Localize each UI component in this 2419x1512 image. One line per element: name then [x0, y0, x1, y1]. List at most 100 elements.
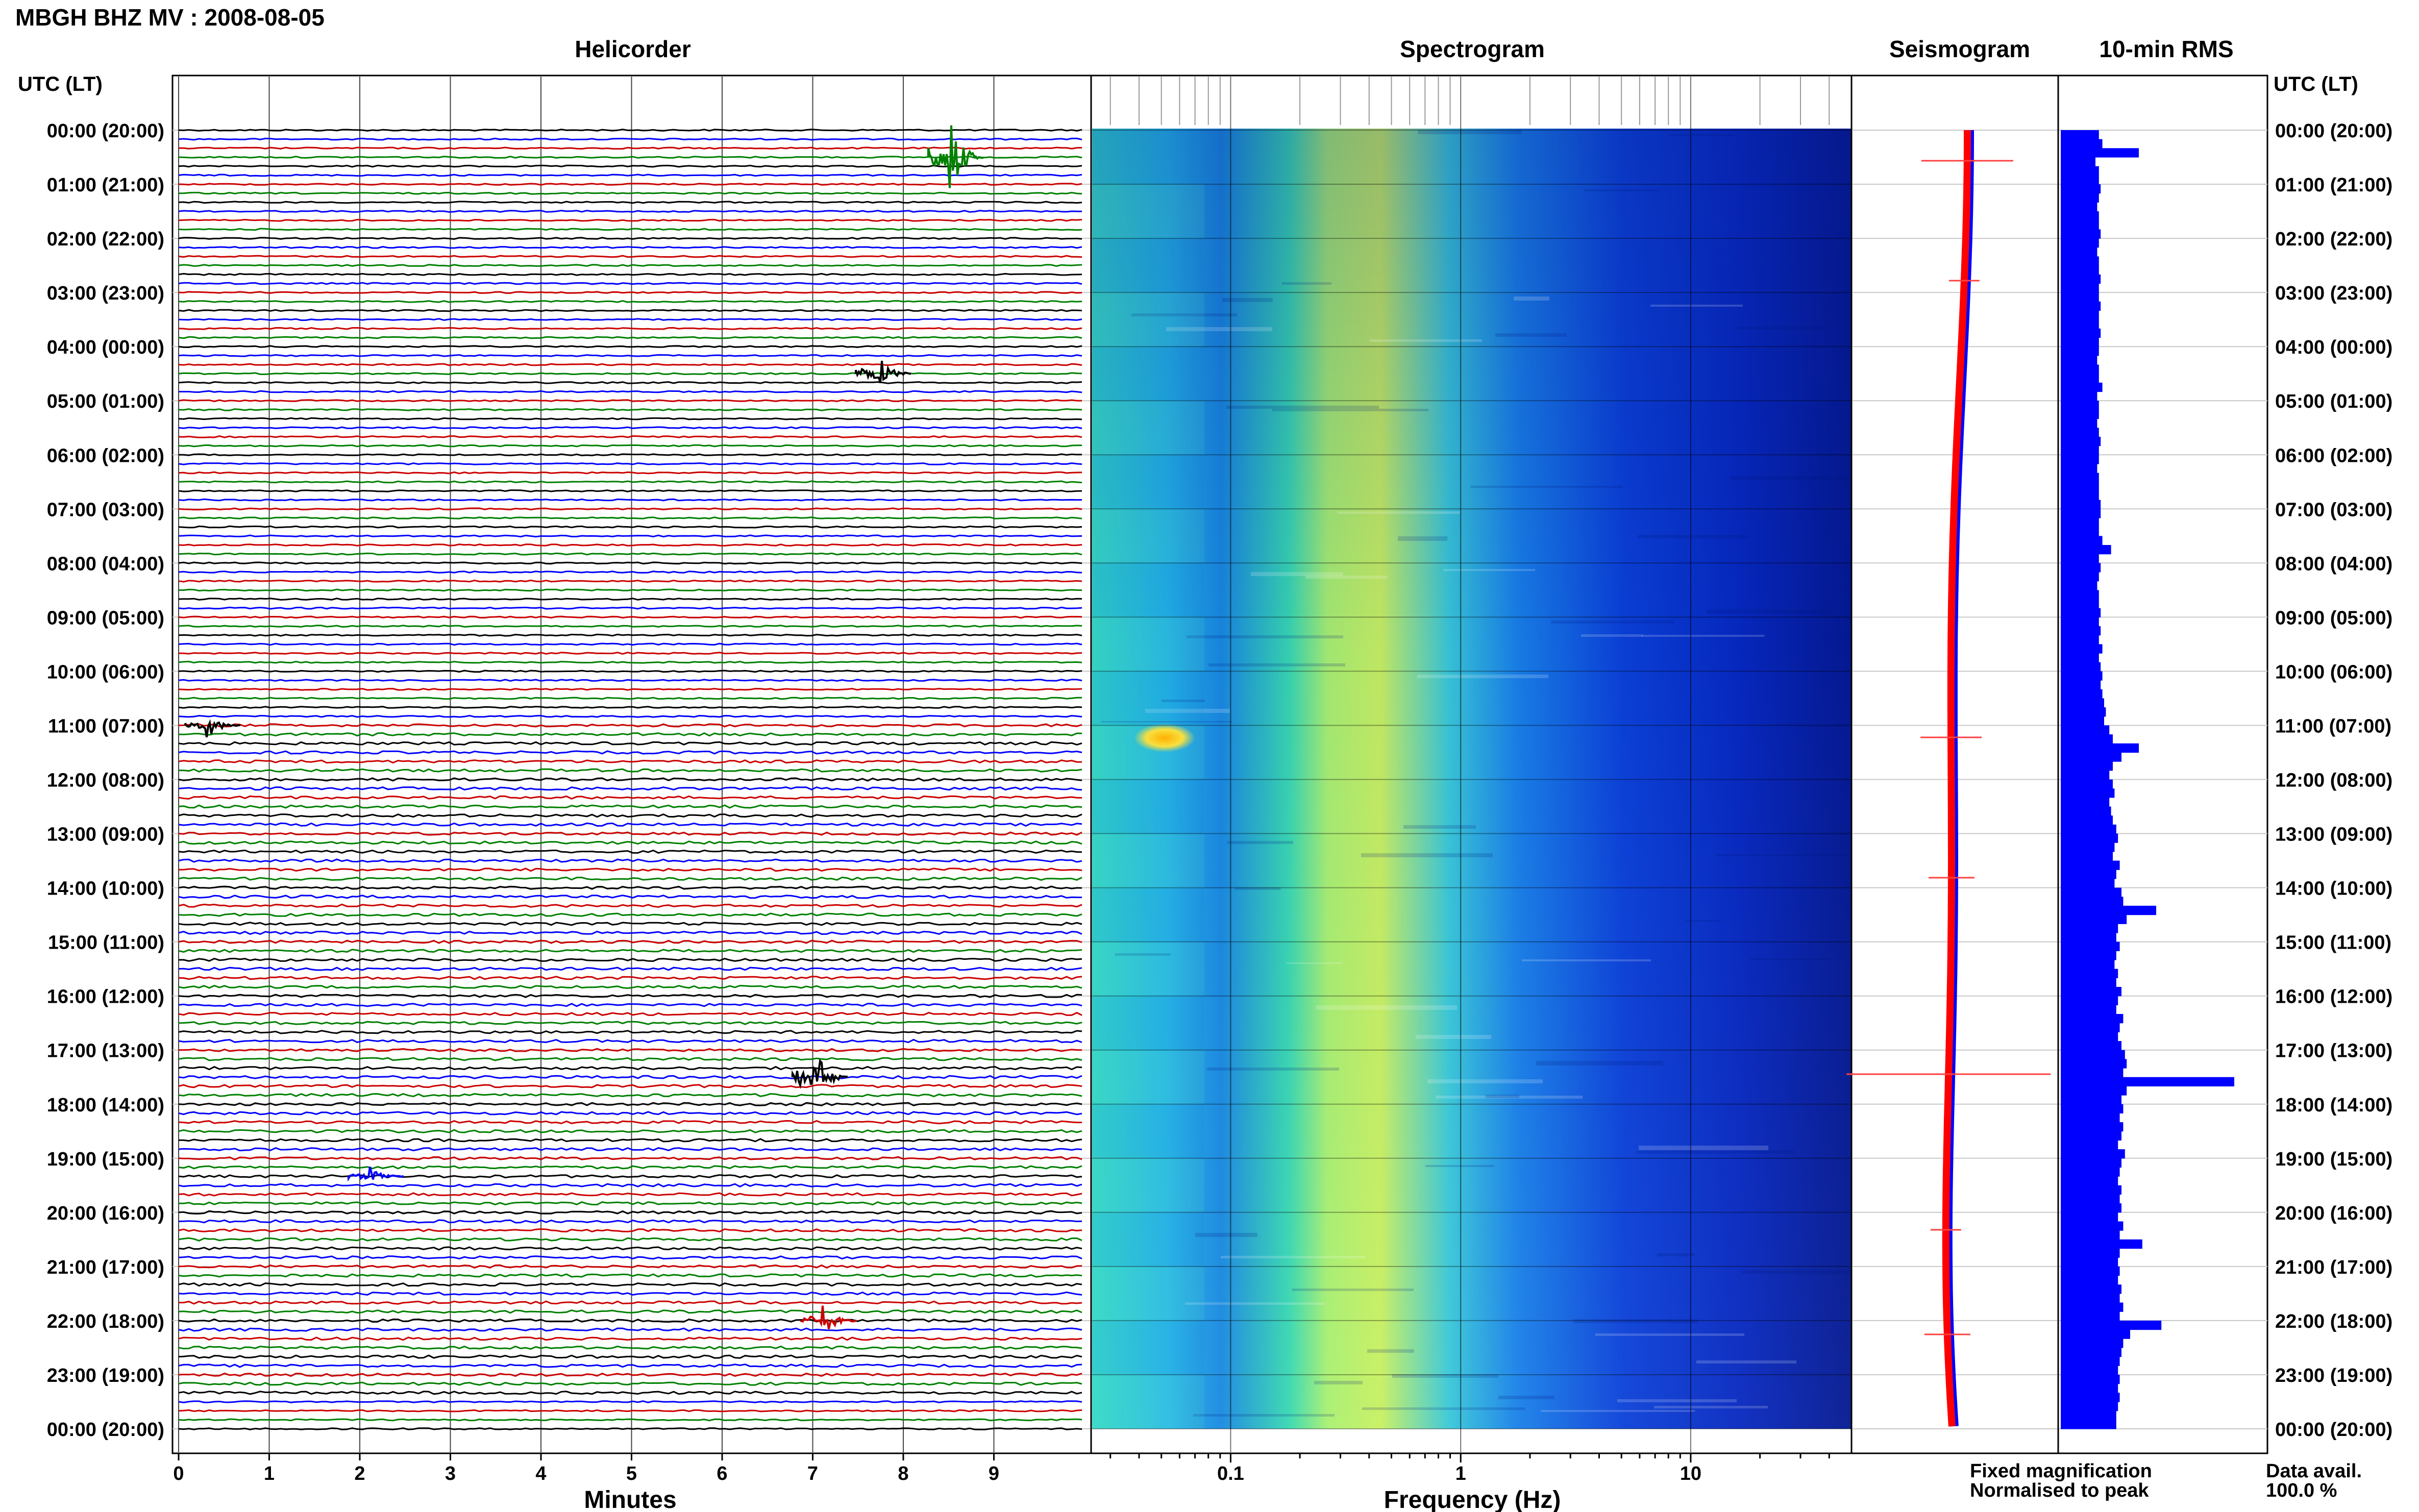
helicorder-trace: [178, 1381, 1082, 1386]
helicorder-event: [347, 1167, 404, 1182]
helicorder-trace: [178, 849, 1082, 854]
spectrogram-band: [1092, 1375, 1204, 1429]
helicorder-trace: [178, 1364, 1082, 1368]
minute-tick-label: 0: [173, 1463, 184, 1484]
rms-bar: [2061, 608, 2101, 617]
helicorder-trace: [178, 435, 1082, 438]
helicorder-trace: [178, 741, 1082, 746]
helicorder-trace: [178, 822, 1082, 827]
spectrogram-title: Spectrogram: [1400, 36, 1545, 62]
spectrogram-streak: [1286, 962, 1342, 964]
left-time-label: 13:00 (09:00): [47, 824, 164, 846]
helicorder-trace: [179, 1201, 1082, 1206]
spectrogram-streak: [1696, 1360, 1796, 1364]
rms-bar: [2061, 1266, 2120, 1276]
helicorder-x-ticks: 0 1 2 3 4 5 6 7 8 9: [173, 1453, 999, 1484]
rms-bar: [2061, 969, 2118, 978]
rms-bar: [2061, 157, 2095, 167]
rms-bar: [2061, 391, 2097, 401]
spectrogram-streak: [1227, 841, 1293, 844]
spectrogram-streak: [1398, 536, 1447, 541]
spectrogram-band: [1092, 184, 1204, 238]
helicorder-trace: [178, 480, 1082, 484]
helicorder-trace: [178, 552, 1082, 556]
spectrogram-streak: [1185, 1302, 1325, 1305]
left-time-label: 16:00 (12:00): [47, 986, 164, 1008]
rms-bar: [2061, 436, 2101, 447]
right-time-label: 11:00 (07:00): [2275, 716, 2391, 737]
helicorder-trace: [178, 1102, 1082, 1106]
helicorder-trace: [178, 895, 1082, 899]
spectrogram-streak: [1427, 1079, 1543, 1083]
helicorder-trace: [178, 345, 1082, 349]
helicorder-trace: [178, 976, 1082, 980]
helicorder-trace: [178, 255, 1082, 258]
rms-bar: [2061, 346, 2099, 356]
rms-bar: [2061, 1068, 2124, 1078]
spectrogram-streak: [1536, 1061, 1663, 1065]
data-availability-label: Data avail.: [2266, 1460, 2362, 1482]
spectrogram-streak: [1361, 853, 1493, 857]
rms-bar: [2061, 554, 2099, 563]
spectrogram-band: [1092, 1158, 1204, 1212]
left-time-label: 15:00 (11:00): [48, 932, 164, 954]
helicorder-event: [854, 360, 911, 383]
spectrogram-band: [1092, 238, 1204, 292]
rms-bar: [2061, 986, 2121, 997]
spectrogram-stripes: [1092, 130, 1882, 1429]
rms-bar: [2061, 1113, 2120, 1123]
helicorder-trace: [178, 129, 1082, 132]
spectrogram-streak: [1305, 576, 1388, 579]
rms-bar: [2061, 166, 2099, 176]
rms-bar: [2061, 202, 2097, 212]
spectrogram-streak: [1131, 313, 1237, 316]
spectrogram-shade: [1092, 129, 1852, 1429]
left-time-labels: 00:00 (20:00) 01:00 (21:00) 02:00 (22:00) 0…: [47, 120, 164, 1441]
rms-bar: [2061, 1410, 2116, 1420]
right-time-axis-title: UTC (LT): [2274, 73, 2358, 95]
helicorder-trace: [178, 1273, 1082, 1278]
minute-tick-label: 9: [989, 1463, 999, 1484]
rms-bar: [2061, 1374, 2120, 1384]
spectrogram-streak: [1443, 569, 1535, 571]
rms-bar: [2061, 1420, 2116, 1429]
spectrogram-streak: [1470, 486, 1623, 488]
helicorder-trace: [178, 381, 1082, 384]
spectrogram-band: [1092, 401, 1204, 455]
rms-bar: [2061, 924, 2118, 933]
spectrogram-streak: [1193, 1414, 1335, 1417]
helicorder-trace: [178, 723, 1082, 728]
helicorder-event: [184, 719, 241, 737]
rms-bar: [2061, 680, 2101, 690]
rms-bar: [2061, 1401, 2118, 1411]
helicorder-trace: [178, 922, 1082, 926]
helicorder-trace: [178, 1165, 1082, 1170]
spectrogram-band: [1092, 671, 1204, 725]
helicorder-trace: [178, 534, 1082, 538]
rms-bar: [2061, 328, 2101, 338]
spectrogram-x-ticks: 0.1 1 10: [1109, 1453, 1830, 1484]
helicorder-trace: [178, 1400, 1082, 1403]
spectrogram-streak: [1370, 339, 1482, 342]
spectrogram-band: [1092, 1050, 1204, 1104]
rms-bar: [2061, 770, 2110, 780]
rms-bar: [2061, 887, 2121, 897]
spectrogram-streak: [1514, 296, 1549, 301]
spectrogram-band: [1092, 942, 1204, 996]
helicorder-trace: [178, 831, 1082, 836]
rms-bar: [2061, 517, 2099, 528]
rms-bar: [2061, 590, 2099, 600]
rms-bar: [2061, 761, 2113, 771]
rms-bar: [2061, 1194, 2120, 1204]
helicorder-trace: [178, 994, 1082, 998]
helicorder-trace: [178, 498, 1082, 502]
helicorder-trace: [179, 1300, 1082, 1305]
spectrogram-band: [1092, 1104, 1204, 1158]
helicorder-trace: [178, 1084, 1082, 1088]
rms-bar: [2061, 428, 2099, 437]
left-time-label: 14:00 (10:00): [47, 878, 164, 900]
spectrogram-streak: [1717, 854, 1850, 856]
right-time-label: 16:00 (12:00): [2275, 986, 2392, 1008]
helicorder-trace: [178, 804, 1082, 809]
helicorder-trace: [178, 598, 1082, 601]
